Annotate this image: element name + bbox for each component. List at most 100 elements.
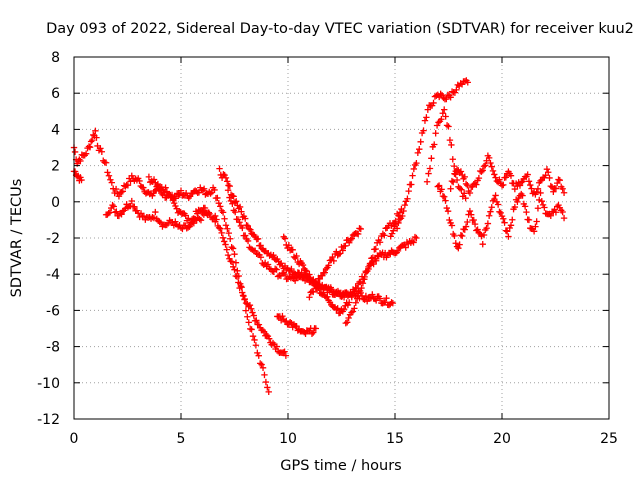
data-point (113, 208, 120, 215)
data-point (340, 306, 348, 313)
data-point (315, 284, 322, 292)
data-point (247, 226, 254, 233)
data-point (145, 173, 153, 181)
data-point (417, 138, 424, 145)
data-point (560, 214, 568, 222)
data-point (448, 222, 456, 229)
data-point (448, 141, 455, 149)
data-point (467, 211, 475, 218)
data-point (502, 227, 510, 234)
data-point (150, 214, 158, 222)
data-point (206, 210, 213, 218)
data-point (104, 169, 111, 176)
data-point (232, 208, 239, 216)
y-tick-label: -2 (46, 231, 60, 247)
data-point (449, 156, 456, 163)
data-point (149, 213, 156, 221)
data-point (452, 240, 459, 247)
y-tick-label: 6 (51, 86, 60, 102)
data-point (359, 280, 367, 287)
data-point (533, 188, 540, 196)
data-point (260, 328, 268, 335)
data-point (207, 190, 214, 197)
data-point (306, 271, 313, 278)
data-point (475, 229, 483, 236)
data-point (111, 189, 118, 197)
data-point (71, 168, 79, 175)
data-point (313, 280, 321, 287)
data-point (435, 119, 442, 126)
data-point (211, 186, 218, 194)
data-point (244, 222, 251, 230)
data-point (369, 291, 376, 298)
data-point (232, 259, 240, 266)
data-point (500, 215, 507, 222)
data-point (289, 246, 296, 254)
series-arc-12 (387, 77, 471, 240)
data-point (256, 360, 264, 367)
data-point (455, 245, 462, 252)
data-point (545, 169, 552, 176)
data-point (78, 176, 85, 184)
x-tick-label: 10 (279, 431, 297, 447)
data-point (425, 170, 432, 177)
data-point (215, 200, 223, 207)
data-point (458, 186, 465, 193)
data-point (320, 289, 327, 296)
data-point (527, 181, 534, 189)
data-point (223, 246, 230, 253)
data-point (301, 277, 309, 284)
data-point (482, 162, 489, 169)
data-point (428, 155, 435, 162)
data-point (411, 233, 419, 241)
data-point (243, 221, 250, 229)
data-point (261, 371, 268, 379)
data-point (156, 218, 163, 226)
data-point (439, 110, 446, 117)
data-point (236, 203, 244, 211)
data-point (507, 172, 515, 179)
data-point (140, 184, 147, 191)
data-point (230, 193, 237, 200)
data-point (86, 143, 94, 151)
data-point (200, 185, 208, 192)
data-point (255, 321, 263, 328)
data-point (245, 225, 253, 233)
series-arc-5 (212, 212, 290, 359)
data-point (521, 203, 529, 210)
data-point (489, 167, 497, 175)
data-point (501, 219, 508, 226)
data-point (112, 185, 120, 193)
data-point (420, 127, 427, 134)
data-point (404, 195, 411, 202)
data-point (170, 222, 178, 229)
y-tick-label: -12 (37, 412, 60, 428)
data-point (439, 192, 447, 200)
data-point (478, 168, 485, 175)
data-point (451, 232, 458, 240)
data-point (310, 288, 317, 296)
data-point (453, 86, 460, 94)
data-point (118, 211, 125, 218)
data-point (247, 305, 255, 312)
data-point (280, 349, 287, 356)
data-point (462, 223, 470, 230)
data-point (252, 342, 260, 349)
x-tick-label: 25 (600, 431, 618, 447)
data-point (199, 187, 207, 194)
data-point (300, 274, 307, 281)
data-point (245, 319, 252, 326)
data-point (219, 209, 227, 216)
data-point (376, 239, 384, 246)
data-point (115, 193, 123, 200)
data-point (255, 352, 262, 359)
data-point (330, 257, 337, 265)
data-point (505, 233, 512, 240)
data-point (443, 122, 451, 129)
data-point (497, 209, 504, 217)
y-tick-label: 4 (51, 122, 60, 138)
data-point (379, 230, 387, 238)
data-point (97, 145, 104, 152)
data-point (483, 225, 490, 232)
data-point (480, 231, 488, 239)
